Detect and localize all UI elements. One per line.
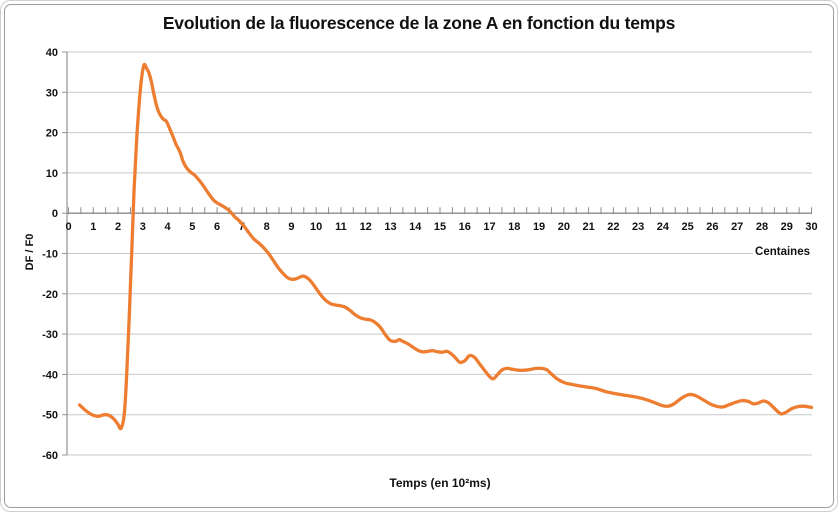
svg-text:-50: -50	[42, 410, 58, 422]
svg-text:30: 30	[805, 221, 817, 233]
chart-title: Evolution de la fluorescence de la zone …	[162, 13, 676, 33]
svg-text:18: 18	[508, 221, 520, 233]
svg-text:6: 6	[214, 221, 220, 233]
svg-text:9: 9	[288, 221, 294, 233]
svg-text:-10: -10	[42, 249, 58, 261]
svg-text:40: 40	[46, 47, 58, 59]
svg-text:27: 27	[731, 221, 743, 233]
svg-text:25: 25	[682, 221, 694, 233]
svg-text:24: 24	[657, 221, 670, 233]
svg-text:21: 21	[582, 221, 594, 233]
svg-text:19: 19	[533, 221, 545, 233]
svg-text:10: 10	[310, 221, 322, 233]
svg-text:2: 2	[115, 221, 121, 233]
svg-text:10: 10	[46, 168, 58, 180]
svg-text:0: 0	[52, 208, 58, 220]
y-axis-tick-labels: 40 30 20 10 0 -10 -20 -30 -40 -50 -60	[42, 47, 58, 462]
x-axis	[67, 207, 812, 215]
svg-text:12: 12	[360, 221, 372, 233]
x-axis-tick-labels: 0 1 2 3 4 5 6 7 8 9 10 11 12 13 14 15 16 17 18 19 20 21 22 23 24…	[65, 221, 817, 233]
x-unit-label: Centaines	[753, 246, 812, 258]
svg-text:0: 0	[65, 221, 71, 233]
y-axis-title: DF / F0	[24, 233, 36, 271]
svg-text:22: 22	[607, 221, 619, 233]
svg-text:20: 20	[46, 128, 58, 140]
svg-text:26: 26	[706, 221, 718, 233]
svg-text:20: 20	[558, 221, 570, 233]
svg-text:30: 30	[46, 87, 58, 99]
chart-border	[4, 4, 834, 508]
svg-text:4: 4	[165, 221, 172, 233]
svg-text:13: 13	[384, 221, 396, 233]
svg-text:-40: -40	[42, 369, 58, 381]
svg-text:14: 14	[409, 221, 422, 233]
svg-text:29: 29	[781, 221, 793, 233]
svg-text:-20: -20	[42, 289, 58, 301]
svg-text:5: 5	[189, 221, 195, 233]
svg-text:-60: -60	[42, 450, 58, 462]
svg-text:3: 3	[140, 221, 146, 233]
svg-text:7: 7	[239, 221, 245, 233]
svg-text:15: 15	[434, 221, 446, 233]
svg-text:8: 8	[264, 221, 270, 233]
x-axis-title: Temps (en 10²ms)	[389, 476, 491, 490]
svg-text:28: 28	[756, 221, 768, 233]
svg-text:16: 16	[459, 221, 471, 233]
gridlines	[62, 51, 812, 456]
svg-text:17: 17	[483, 221, 495, 233]
fluorescence-line	[77, 62, 814, 431]
svg-text:1: 1	[90, 221, 96, 233]
svg-text:23: 23	[632, 221, 644, 233]
svg-text:-30: -30	[42, 329, 58, 341]
svg-text:11: 11	[335, 221, 347, 233]
